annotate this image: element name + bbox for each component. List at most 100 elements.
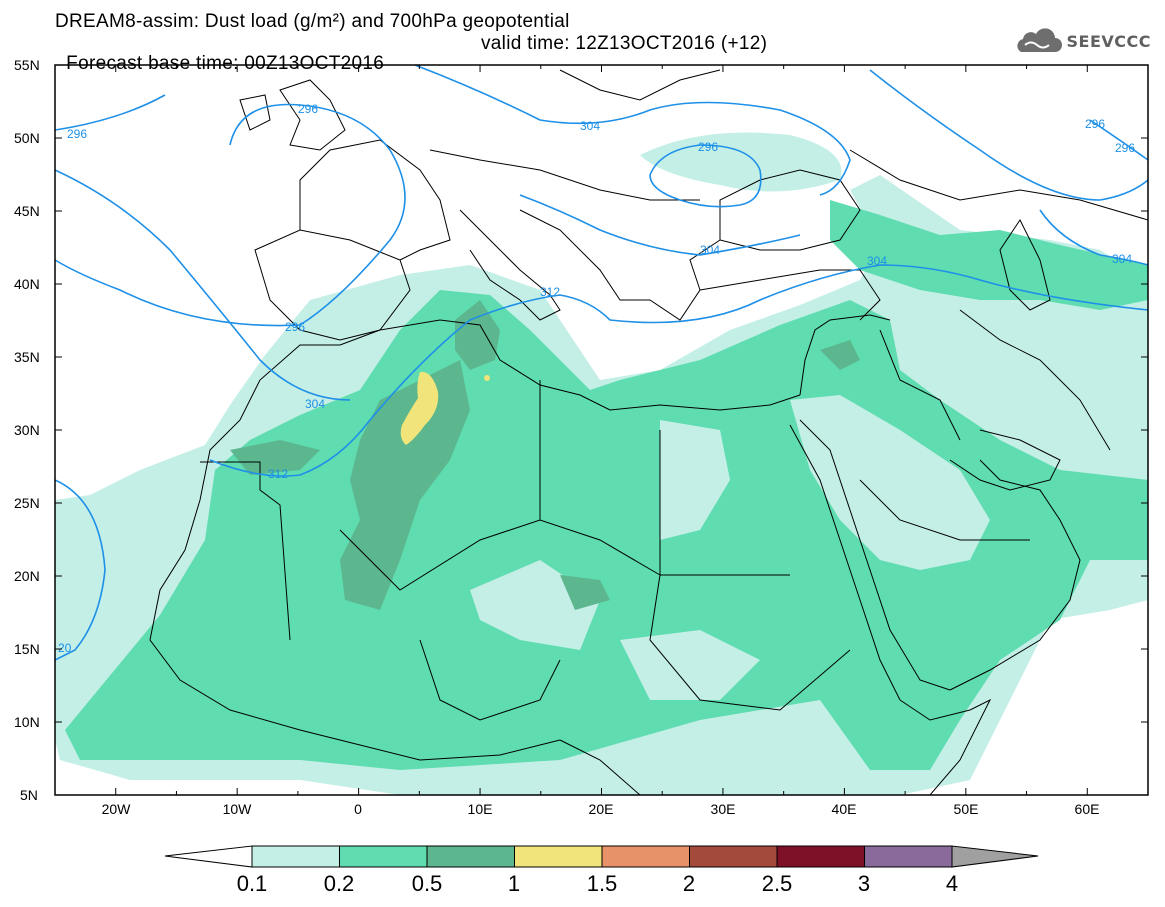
- contour-label: 304: [305, 397, 325, 411]
- contour-label: 312: [540, 285, 560, 299]
- dust-area-dark-tunisia: [455, 300, 500, 370]
- contour-label: 304: [700, 243, 720, 257]
- contour-label: 296: [298, 102, 318, 116]
- coastlines: [149, 69, 1148, 795]
- colorbar-label: 1: [508, 871, 520, 896]
- contour-label: 20: [58, 641, 72, 655]
- lat-label: 20N: [14, 568, 40, 584]
- lat-label: 35N: [14, 349, 40, 365]
- coast-levant: [799, 314, 891, 396]
- lon-label: 10E: [468, 801, 493, 817]
- colorbar-labels: 0.1 0.2 0.5 1 1.5 2 2.5 3 4: [237, 871, 958, 896]
- border-sudan: [649, 574, 851, 711]
- logo-text: SEEVCCC: [1066, 31, 1151, 51]
- colorbar-high-arrow: [951, 845, 1039, 868]
- lat-label: 45N: [14, 203, 40, 219]
- coast-north-africa: [339, 319, 801, 411]
- border-sahara-1: [200, 461, 291, 641]
- lat-label: 15N: [14, 641, 40, 657]
- forecast-base-time: Forecast base time: 00Z13OCT2016: [66, 53, 385, 74]
- forecast-times: Forecast base time: 00Z13OCT2016 valid t…: [55, 34, 767, 94]
- coast-balkans: [519, 209, 721, 321]
- coast-horn-africa: [899, 698, 992, 795]
- colorbar-label: 1.5: [587, 871, 618, 896]
- border-iraq: [879, 329, 961, 441]
- contour-label: 296: [285, 320, 305, 334]
- contour-label: 304: [580, 119, 600, 133]
- contour-296-northeast: [869, 69, 1148, 201]
- lon-label: 20E: [589, 801, 614, 817]
- colorbar-segment: [864, 845, 953, 868]
- coast-red-sea-west: [789, 424, 901, 701]
- contour-label: 296: [698, 140, 718, 154]
- colorbar-segment: [601, 845, 690, 868]
- contour-304-caspian: [1039, 209, 1148, 266]
- colorbar-label: 0.5: [412, 871, 443, 896]
- colorbar-segment: [514, 845, 603, 868]
- map-title: DREAM8-assim: Dust load (g/m²) and 700hP…: [55, 11, 570, 32]
- dust-shading: [55, 132, 1148, 795]
- colorbar-label: 2: [683, 871, 695, 896]
- border-saudi: [859, 479, 1030, 541]
- contour-label: 296: [1085, 117, 1105, 131]
- contour-312-sahara: [209, 264, 1148, 477]
- contour-296-atlantic: [55, 94, 166, 131]
- border-sahara-2: [339, 519, 661, 591]
- colorbar-label: 0.1: [237, 871, 268, 896]
- border-central-europe: [429, 149, 700, 201]
- axis-ticks: [54, 64, 1149, 796]
- lat-label: 30N: [14, 422, 40, 438]
- colorbar-label: 0.2: [324, 871, 355, 896]
- coast-uk: [279, 79, 346, 151]
- contour-label: 312: [268, 467, 288, 481]
- contour-label: 304: [867, 254, 887, 268]
- lat-label: 25N: [14, 495, 40, 511]
- lon-label: 40E: [832, 801, 857, 817]
- dust-hole-chad: [620, 630, 760, 700]
- lat-label: 50N: [14, 130, 40, 146]
- border-iran: [959, 309, 1111, 451]
- seevccc-logo: SEEVCCC: [1011, 26, 1152, 56]
- cloud-icon: [1016, 28, 1062, 52]
- contour-labels: 296 296 296 296 304 304 304 312 312 304 …: [58, 102, 1135, 655]
- dust-hole-egypt: [660, 420, 730, 540]
- lon-label: 10W: [223, 801, 253, 817]
- coast-italy: [459, 209, 561, 321]
- lat-label: 40N: [14, 276, 40, 292]
- dust-area-dark-algeria: [340, 360, 470, 610]
- lat-label: 10N: [14, 714, 40, 730]
- contour-304-mediterranean: [519, 194, 801, 256]
- dust-area-high: [400, 371, 439, 445]
- lat-label: 55N: [14, 57, 40, 73]
- coast-iberia: [254, 229, 411, 341]
- dust-area-dark-morocco: [230, 440, 320, 475]
- contour-296-far-ne: [1089, 119, 1148, 161]
- coast-ireland: [239, 94, 271, 131]
- dust-area-light-black-sea: [640, 132, 842, 192]
- dust-area-medium: [65, 290, 1148, 770]
- coast-black-sea: [719, 169, 861, 251]
- contour-296-biscay: [55, 103, 406, 327]
- dust-area-dark-levant: [820, 340, 860, 370]
- longitude-labels: 20W 10W 0 10E 20E 30E 40E 50E 60E: [102, 801, 1100, 817]
- colorbar: [164, 845, 1039, 868]
- colorbar-label: 4: [946, 871, 958, 896]
- latitude-labels: 55N 50N 45N 40N 35N 30N 25N 20N 15N 10N …: [14, 57, 40, 803]
- contour-296-ukraine: [649, 144, 762, 208]
- lon-label: 60E: [1075, 801, 1100, 817]
- lon-label: 20W: [102, 801, 132, 817]
- border-russia: [849, 149, 1148, 221]
- lon-label: 50E: [954, 801, 979, 817]
- lat-label: 5N: [20, 787, 38, 803]
- colorbar-label: 2.5: [762, 871, 793, 896]
- contour-label: 304: [1112, 252, 1132, 266]
- colorbar-segment: [426, 845, 515, 868]
- dust-hole-arabia: [790, 395, 990, 570]
- coast-turkey: [699, 269, 881, 321]
- coast-red-sea-east: [799, 419, 951, 691]
- contour-312-africa: [55, 479, 106, 661]
- coast-gulf-guinea: [559, 739, 641, 795]
- contour-304-europe: [414, 65, 851, 196]
- coast-west-africa: [149, 344, 561, 761]
- colorbar-segment: [689, 845, 778, 868]
